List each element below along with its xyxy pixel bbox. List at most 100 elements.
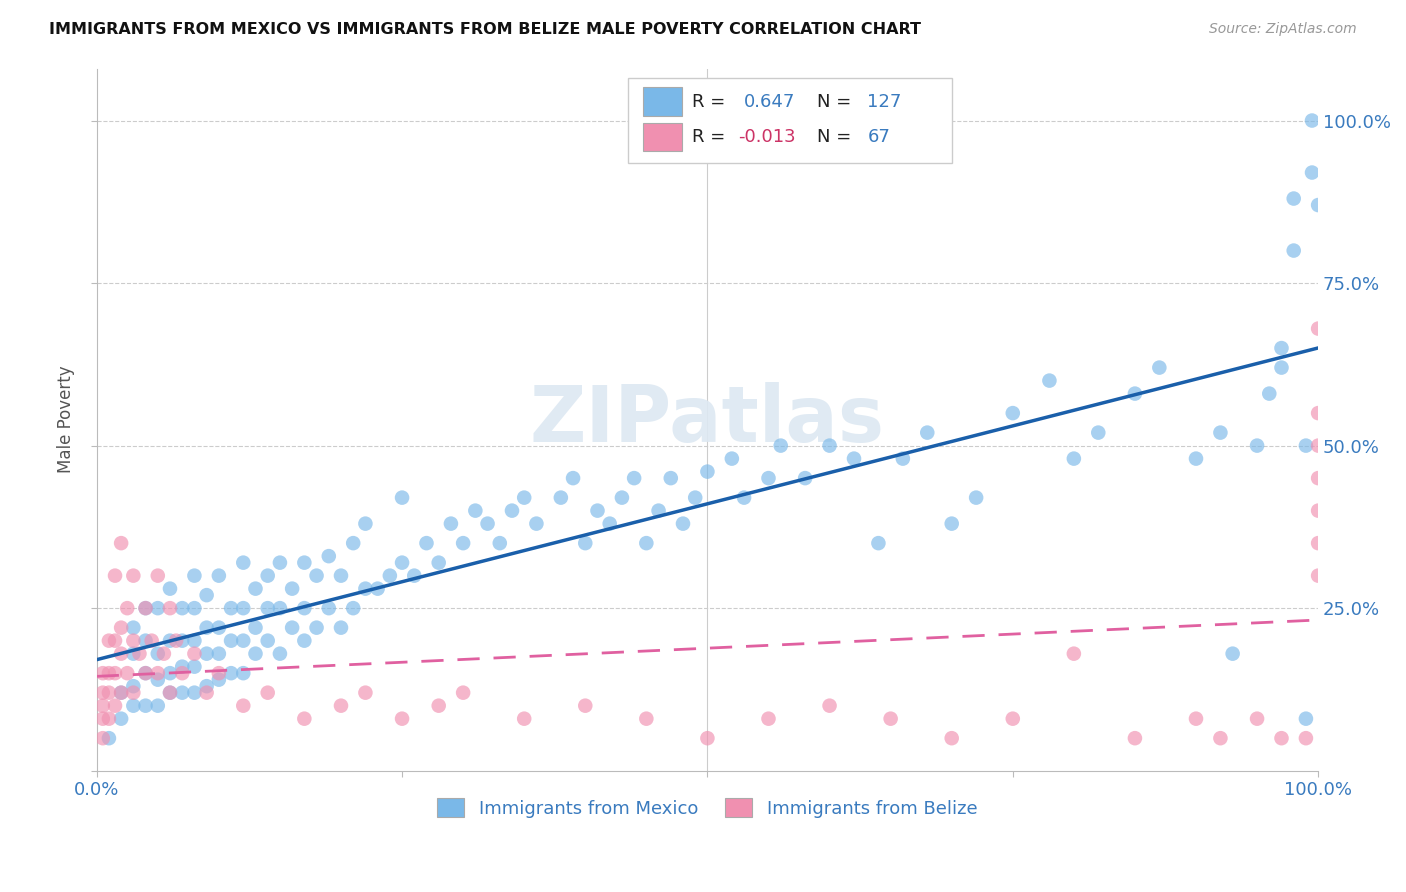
Text: 127: 127 bbox=[868, 93, 901, 111]
Point bbox=[891, 451, 914, 466]
Point bbox=[427, 698, 450, 713]
Point bbox=[135, 601, 157, 615]
Point bbox=[477, 516, 499, 531]
Point bbox=[1295, 439, 1317, 453]
Point bbox=[172, 666, 194, 681]
Legend: Immigrants from Mexico, Immigrants from Belize: Immigrants from Mexico, Immigrants from … bbox=[430, 791, 984, 825]
Point bbox=[636, 712, 658, 726]
Text: R =: R = bbox=[692, 128, 731, 145]
Point bbox=[1038, 374, 1060, 388]
Point bbox=[586, 503, 609, 517]
Point bbox=[1308, 439, 1330, 453]
Point bbox=[292, 601, 315, 615]
Point bbox=[110, 647, 132, 661]
Point bbox=[110, 621, 132, 635]
Point bbox=[1087, 425, 1109, 440]
Point bbox=[232, 633, 254, 648]
Point bbox=[367, 582, 389, 596]
Point bbox=[794, 471, 817, 485]
Point bbox=[135, 698, 157, 713]
Point bbox=[305, 621, 328, 635]
Point bbox=[183, 601, 205, 615]
Point bbox=[647, 503, 669, 517]
Point bbox=[305, 568, 328, 582]
Point bbox=[195, 679, 218, 693]
Point bbox=[183, 659, 205, 673]
Point bbox=[342, 536, 364, 550]
Point bbox=[141, 633, 163, 648]
Point bbox=[110, 712, 132, 726]
Text: IMMIGRANTS FROM MEXICO VS IMMIGRANTS FROM BELIZE MALE POVERTY CORRELATION CHART: IMMIGRANTS FROM MEXICO VS IMMIGRANTS FRO… bbox=[49, 22, 921, 37]
Point bbox=[721, 451, 744, 466]
Point bbox=[451, 536, 474, 550]
Point bbox=[97, 666, 120, 681]
Point bbox=[128, 647, 150, 661]
Point bbox=[683, 491, 706, 505]
Text: N =: N = bbox=[817, 128, 858, 145]
Point bbox=[172, 686, 194, 700]
Point bbox=[122, 568, 145, 582]
Y-axis label: Male Poverty: Male Poverty bbox=[58, 366, 75, 474]
Point bbox=[281, 621, 304, 635]
Point bbox=[195, 647, 218, 661]
Point bbox=[122, 647, 145, 661]
Point bbox=[104, 698, 127, 713]
Point bbox=[208, 647, 231, 661]
Point bbox=[415, 536, 437, 550]
Point bbox=[232, 556, 254, 570]
Text: 0.647: 0.647 bbox=[744, 93, 796, 111]
Point bbox=[159, 666, 181, 681]
Point bbox=[659, 471, 682, 485]
Point bbox=[159, 686, 181, 700]
Point bbox=[183, 568, 205, 582]
Point bbox=[245, 621, 267, 635]
Point bbox=[733, 491, 755, 505]
Point bbox=[292, 712, 315, 726]
Point bbox=[159, 582, 181, 596]
Point bbox=[153, 647, 176, 661]
Point bbox=[1185, 712, 1208, 726]
Point bbox=[404, 568, 426, 582]
Point bbox=[868, 536, 890, 550]
Point bbox=[135, 666, 157, 681]
Point bbox=[91, 666, 114, 681]
FancyBboxPatch shape bbox=[643, 87, 682, 116]
Point bbox=[122, 679, 145, 693]
Point bbox=[117, 601, 139, 615]
Point bbox=[1282, 244, 1305, 258]
Point bbox=[1063, 451, 1085, 466]
Point bbox=[354, 686, 377, 700]
Point bbox=[292, 556, 315, 570]
Point bbox=[1282, 192, 1305, 206]
Point bbox=[122, 686, 145, 700]
Point bbox=[146, 568, 169, 582]
Point bbox=[195, 621, 218, 635]
Point bbox=[1001, 406, 1024, 420]
Point bbox=[330, 568, 353, 582]
Point bbox=[104, 568, 127, 582]
Point bbox=[1209, 425, 1232, 440]
Point bbox=[281, 582, 304, 596]
Point bbox=[391, 712, 413, 726]
Point bbox=[1308, 536, 1330, 550]
Point bbox=[1308, 471, 1330, 485]
Point bbox=[1123, 386, 1146, 401]
Point bbox=[354, 582, 377, 596]
Point bbox=[135, 601, 157, 615]
Point bbox=[917, 425, 939, 440]
Point bbox=[135, 666, 157, 681]
Point bbox=[97, 633, 120, 648]
Point bbox=[1001, 712, 1024, 726]
Point bbox=[1149, 360, 1171, 375]
Point bbox=[696, 731, 718, 746]
Point bbox=[599, 516, 621, 531]
Text: Source: ZipAtlas.com: Source: ZipAtlas.com bbox=[1209, 22, 1357, 37]
Point bbox=[195, 686, 218, 700]
Point bbox=[97, 712, 120, 726]
Point bbox=[1295, 731, 1317, 746]
Point bbox=[219, 601, 242, 615]
Text: ZIPatlas: ZIPatlas bbox=[530, 382, 884, 458]
Point bbox=[696, 465, 718, 479]
Point bbox=[256, 601, 278, 615]
Point bbox=[758, 712, 780, 726]
